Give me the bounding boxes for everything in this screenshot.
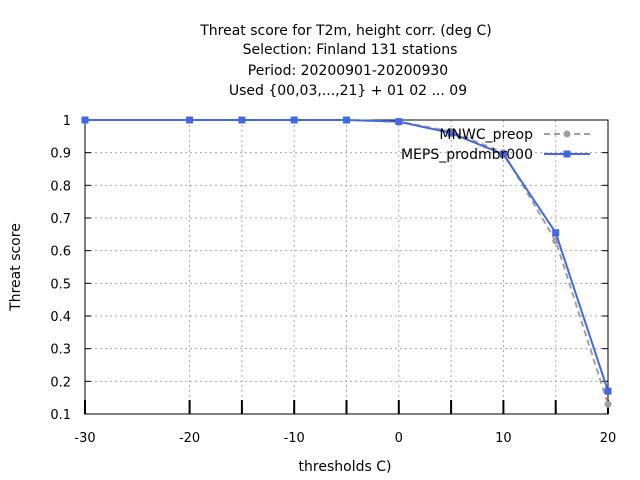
legend-marker-MEPS_prodmbr000 xyxy=(563,150,571,158)
data-point-MEPS_prodmbr000-5 xyxy=(395,118,403,126)
legend: MNWC_preop MEPS_prodmbr000 xyxy=(401,127,590,163)
y-tick-label: 0.6 xyxy=(50,245,71,260)
data-point-MEPS_prodmbr000-1 xyxy=(186,116,194,124)
data-point-MEPS_prodmbr000-8 xyxy=(552,229,560,237)
title-line-4: Used {00,03,...,21} + 01 02 ... 09 xyxy=(229,83,467,99)
x-axis-label: thresholds C) xyxy=(299,459,392,475)
title-line-2: Selection: Finland 131 stations xyxy=(243,42,458,58)
y-tick-label: 0.1 xyxy=(50,408,71,423)
x-tick-label: 0 xyxy=(395,431,403,446)
x-tick-label: -30 xyxy=(74,431,95,446)
x-tick-label: 20 xyxy=(600,431,617,446)
x-tick-label: -10 xyxy=(284,431,305,446)
data-point-MEPS_prodmbr000-0 xyxy=(81,116,89,124)
data-point-MEPS_prodmbr000-6 xyxy=(447,129,455,137)
title-line-1: Threat score for T2m, height corr. (deg … xyxy=(199,23,492,39)
legend-label-MNWC_preop: MNWC_preop xyxy=(439,127,533,143)
y-tick-label: 0.3 xyxy=(50,343,71,358)
y-tick-label: 0.8 xyxy=(50,179,71,194)
grid-lines xyxy=(84,119,609,415)
data-point-MNWC_preop-9 xyxy=(604,400,612,408)
y-tick-label: 0.9 xyxy=(50,147,71,162)
y-axis-label: Threat score xyxy=(8,223,24,312)
data-point-MEPS_prodmbr000-2 xyxy=(238,116,246,124)
data-point-MEPS_prodmbr000-3 xyxy=(290,116,298,124)
y-tick-label: 0.5 xyxy=(50,277,71,292)
legend-label-MEPS_prodmbr000: MEPS_prodmbr000 xyxy=(401,147,533,163)
x-tick-label: 10 xyxy=(495,431,512,446)
data-point-MEPS_prodmbr000-7 xyxy=(499,150,507,158)
y-tick-label: 0.2 xyxy=(50,375,71,390)
y-tick-label: 1 xyxy=(63,114,71,129)
y-tick-label: 0.4 xyxy=(50,310,71,325)
legend-marker-MNWC_preop xyxy=(563,130,571,138)
x-tick-label: -20 xyxy=(179,431,200,446)
title-line-3: Period: 20200901-20200930 xyxy=(248,63,448,79)
tick-labels: 0.1 0.2 0.3 0.4 0.5 0.6 0.7 0.8 0.9 1 -30 -20 -10 0 10… xyxy=(50,114,616,446)
chart-title: Threat score for T2m, height corr. (deg … xyxy=(199,23,492,99)
series-line-MEPS_prodmbr000 xyxy=(85,119,609,392)
axes xyxy=(84,119,609,415)
data-point-MEPS_prodmbr000-9 xyxy=(604,387,612,395)
series xyxy=(81,116,612,408)
y-tick-label: 0.7 xyxy=(50,212,71,227)
data-point-MEPS_prodmbr000-4 xyxy=(343,116,350,124)
